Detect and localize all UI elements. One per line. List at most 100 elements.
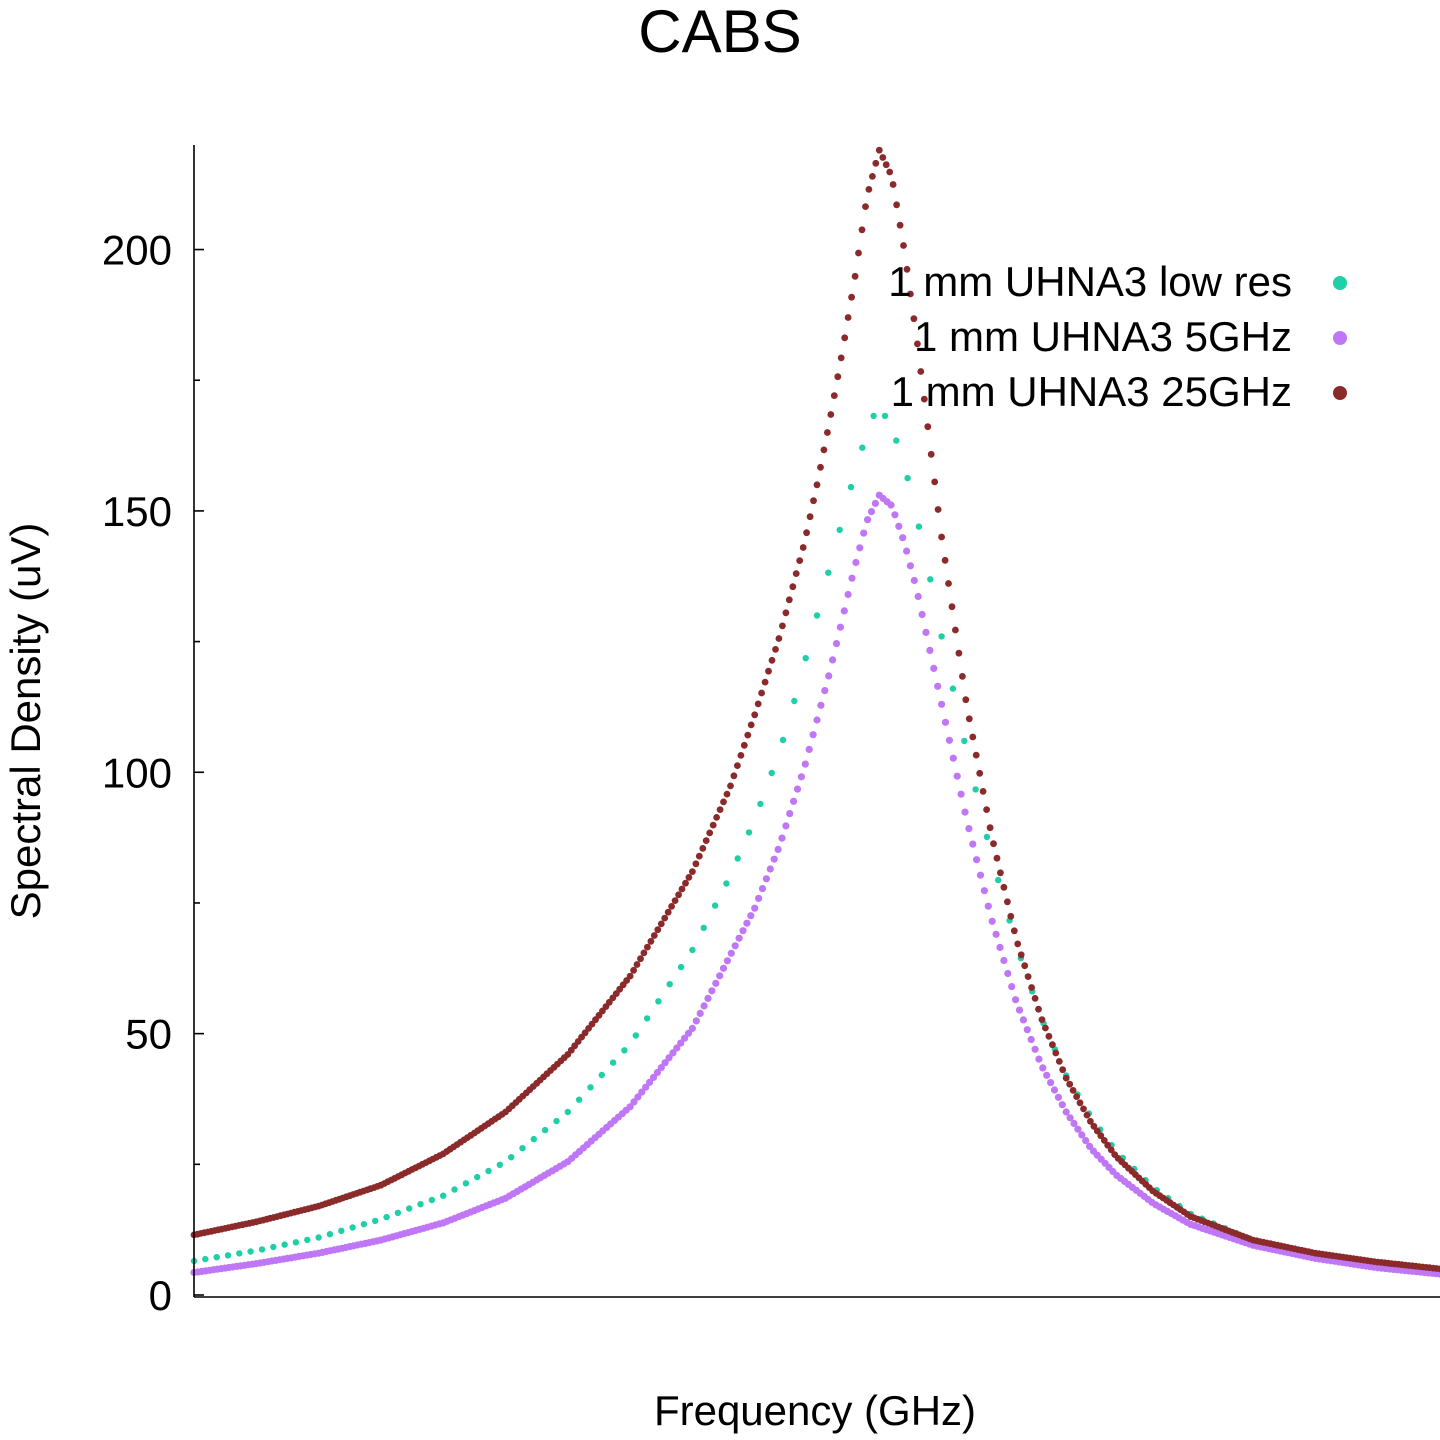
plot-area: 0 50 100 150 200 bbox=[102, 145, 1440, 1319]
data-point bbox=[671, 897, 679, 904]
data-point bbox=[859, 444, 866, 451]
y-tick-label: 200 bbox=[102, 227, 172, 274]
data-point bbox=[995, 876, 1002, 884]
data-point bbox=[638, 1088, 646, 1096]
data-point bbox=[281, 1241, 288, 1248]
data-point bbox=[541, 1126, 549, 1134]
data-point bbox=[949, 754, 957, 762]
data-point bbox=[979, 788, 987, 795]
data-point bbox=[972, 786, 979, 793]
data-point bbox=[1436, 1265, 1440, 1273]
data-point bbox=[972, 751, 980, 759]
data-point bbox=[910, 315, 918, 323]
data-point bbox=[1031, 995, 1039, 1002]
data-point bbox=[766, 865, 774, 873]
data-point bbox=[682, 879, 689, 887]
data-point bbox=[790, 797, 798, 805]
data-point bbox=[797, 773, 806, 781]
data-point bbox=[867, 508, 876, 516]
data-point bbox=[247, 1248, 254, 1255]
data-point bbox=[716, 806, 724, 813]
data-point bbox=[743, 919, 751, 927]
data-point bbox=[258, 1246, 266, 1253]
data-point bbox=[817, 701, 825, 709]
data-point bbox=[669, 1049, 677, 1057]
data-point bbox=[213, 1254, 220, 1261]
data-point bbox=[872, 159, 880, 167]
data-point bbox=[875, 146, 883, 154]
data-point bbox=[709, 821, 717, 829]
data-point bbox=[734, 762, 741, 769]
data-point bbox=[762, 875, 771, 883]
data-point bbox=[1014, 940, 1022, 948]
data-point bbox=[786, 810, 794, 818]
data-point bbox=[984, 902, 992, 910]
data-point bbox=[270, 1243, 277, 1251]
data-point bbox=[360, 1221, 368, 1228]
data-point bbox=[692, 860, 700, 868]
data-point bbox=[871, 499, 880, 507]
data-point bbox=[1021, 962, 1029, 970]
y-tick-label: 50 bbox=[125, 1011, 172, 1058]
data-point bbox=[1028, 984, 1035, 991]
data-point bbox=[730, 772, 738, 780]
data-point bbox=[852, 558, 860, 567]
data-point bbox=[917, 368, 925, 375]
data-point bbox=[304, 1236, 311, 1244]
chart-title: CABS bbox=[638, 0, 801, 65]
data-point bbox=[976, 769, 984, 777]
data-point bbox=[870, 412, 877, 420]
data-point bbox=[938, 700, 946, 708]
data-point bbox=[1066, 1080, 1074, 1088]
data-point bbox=[719, 964, 728, 972]
data-point bbox=[1031, 1045, 1039, 1053]
data-point bbox=[723, 957, 732, 965]
data-point bbox=[980, 887, 989, 895]
data-point bbox=[799, 544, 807, 551]
data-point bbox=[961, 808, 969, 816]
data-point bbox=[575, 1096, 583, 1103]
data-point bbox=[847, 483, 855, 491]
x-axis-title: Frequency (GHz) bbox=[654, 1387, 976, 1434]
data-point bbox=[789, 583, 797, 591]
data-point bbox=[949, 685, 957, 692]
data-point bbox=[805, 745, 813, 754]
data-point bbox=[1082, 1137, 1090, 1145]
data-point bbox=[882, 161, 890, 169]
data-point bbox=[675, 891, 682, 899]
data-point bbox=[706, 829, 714, 837]
data-point bbox=[1100, 1137, 1108, 1144]
data-point bbox=[768, 656, 776, 664]
data-point bbox=[751, 711, 759, 719]
data-point bbox=[1039, 1064, 1047, 1072]
data-point bbox=[959, 673, 966, 680]
data-point bbox=[774, 845, 782, 854]
data-point bbox=[626, 1103, 634, 1111]
data-point bbox=[747, 721, 755, 729]
data-point bbox=[1004, 969, 1012, 978]
data-point bbox=[1086, 1142, 1094, 1150]
legend: 1 mm UHNA3 low res 1 mm UHNA3 5GHz 1 mm … bbox=[888, 258, 1347, 415]
data-point bbox=[941, 718, 950, 726]
data-point bbox=[1004, 898, 1011, 906]
data-point bbox=[983, 833, 991, 841]
data-point bbox=[997, 869, 1004, 877]
data-point bbox=[338, 1227, 345, 1235]
data-point bbox=[1055, 1058, 1063, 1065]
legend-label-low-res: 1 mm UHNA3 low res bbox=[888, 258, 1292, 305]
data-point bbox=[462, 1180, 470, 1187]
data-point bbox=[681, 1034, 689, 1042]
data-point bbox=[428, 1196, 436, 1204]
data-point bbox=[654, 926, 662, 934]
data-point bbox=[1073, 1093, 1080, 1100]
data-point bbox=[772, 646, 779, 653]
data-point bbox=[224, 1252, 232, 1259]
data-point bbox=[712, 979, 720, 987]
data-point bbox=[758, 885, 767, 893]
data-point bbox=[844, 314, 852, 321]
data-point bbox=[1107, 1146, 1115, 1154]
data-point bbox=[986, 824, 994, 832]
data-point bbox=[821, 687, 829, 695]
data-point bbox=[881, 412, 889, 420]
